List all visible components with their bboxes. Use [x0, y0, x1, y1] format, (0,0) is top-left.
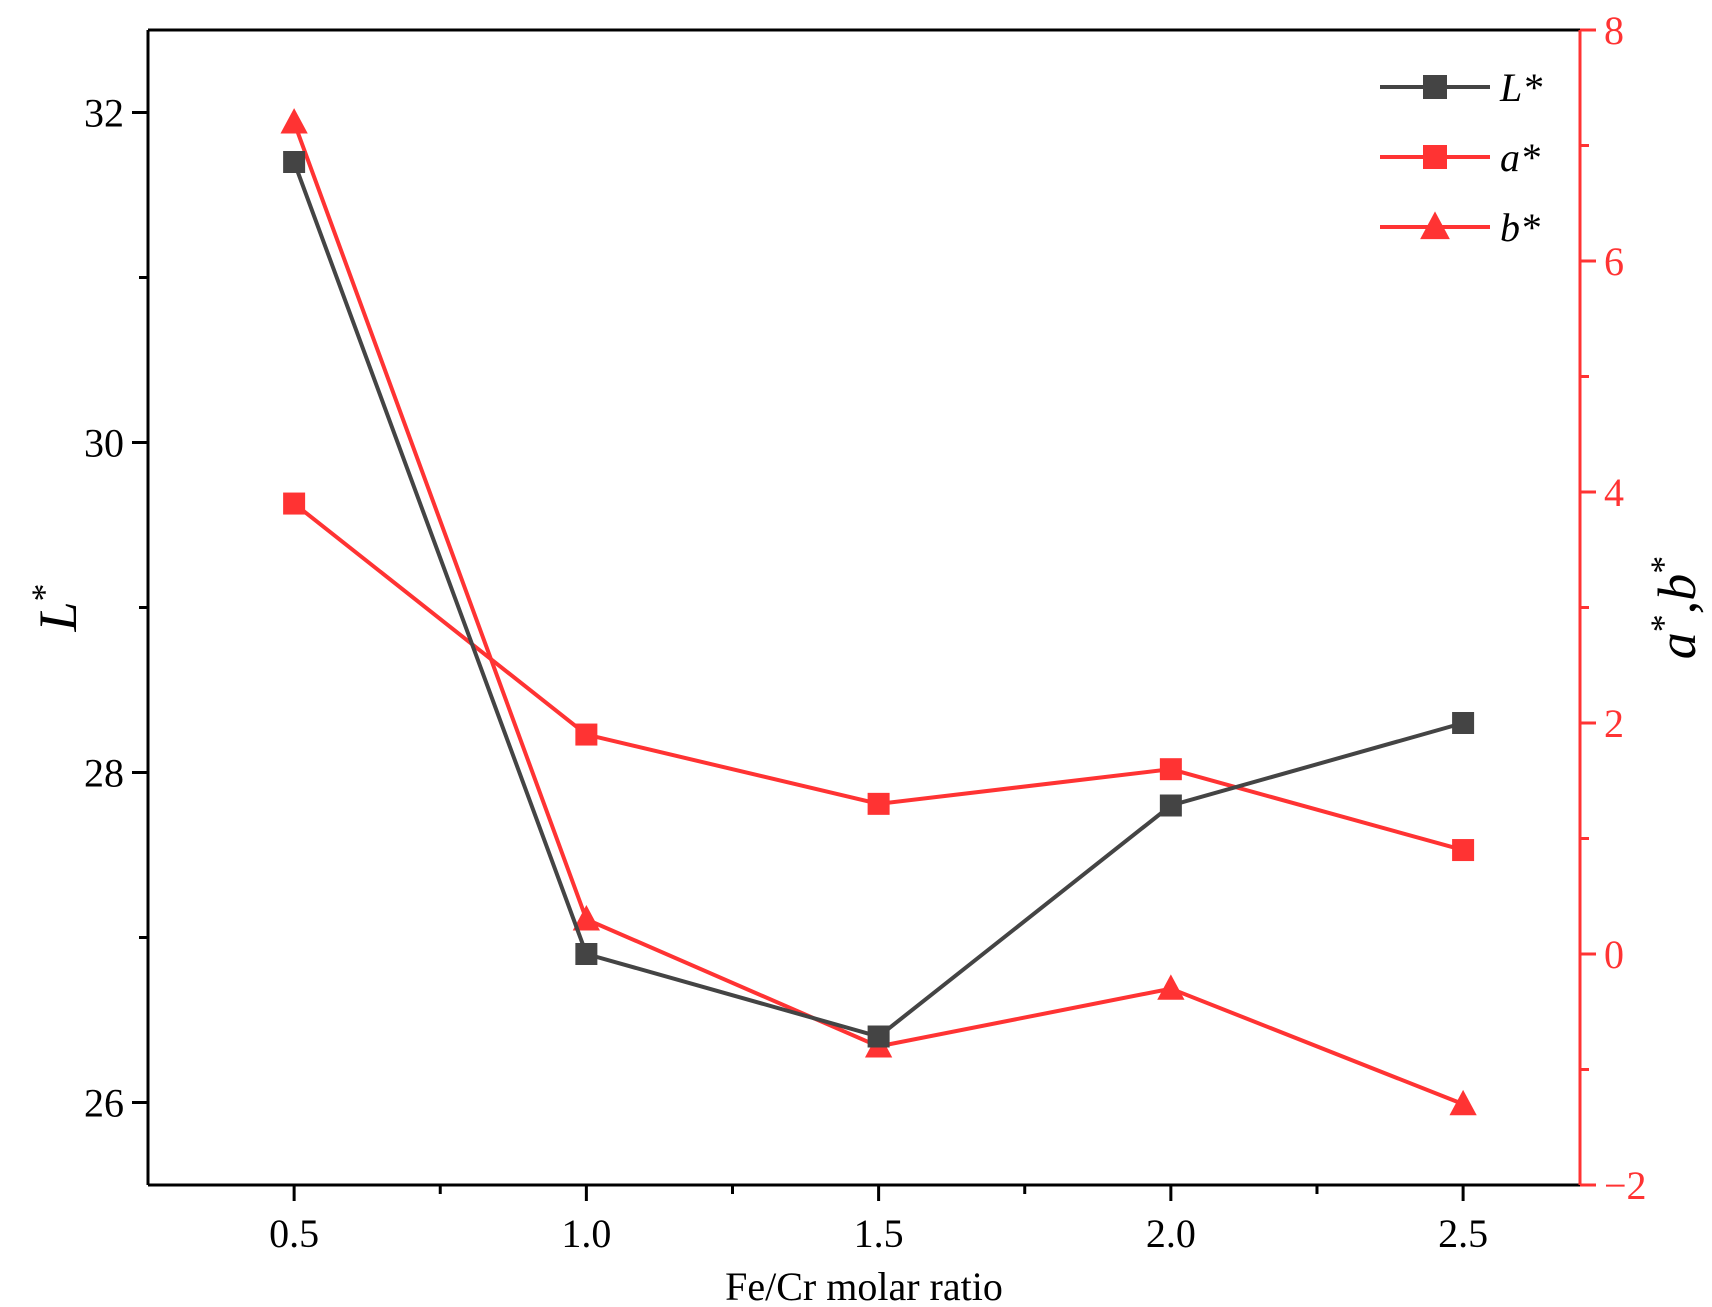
- data-point-astar: [1159, 758, 1182, 781]
- data-point-Lstar: [1159, 794, 1182, 817]
- data-point-Lstar: [575, 943, 598, 965]
- data-point-bstar: [280, 108, 308, 134]
- data-point-astar: [575, 723, 598, 746]
- x-tick-label: 1.5: [854, 1211, 904, 1256]
- right-y-tick-label: 2: [1604, 701, 1624, 746]
- right-axis-title-sup2: *: [1643, 556, 1683, 574]
- x-axis-title: Fe/Cr molar ratio: [725, 1264, 1003, 1307]
- right-y-tick-label: 6: [1604, 239, 1624, 284]
- left-y-tick-label: 30: [84, 421, 124, 466]
- data-point-bstar: [572, 905, 601, 931]
- legend-label: L*: [1499, 65, 1542, 110]
- left-y-tick-label: 28: [84, 751, 124, 796]
- legend-label: a*: [1500, 135, 1540, 180]
- right-axis-title: a*,b*: [1643, 556, 1707, 660]
- legend-marker: [1420, 211, 1450, 240]
- data-point-Lstar: [1452, 712, 1475, 734]
- left-y-tick-label: 32: [84, 91, 124, 136]
- right-y-tick-label: 4: [1604, 470, 1624, 515]
- data-point-bstar: [1449, 1089, 1477, 1116]
- x-tick-label: 2.0: [1146, 1211, 1196, 1256]
- left-axis-title-main: L: [28, 601, 88, 632]
- x-tick-label: 1.0: [561, 1211, 611, 1256]
- legend-label: b*: [1500, 205, 1540, 250]
- data-point-astar: [283, 492, 306, 515]
- right-y-tick-label: 0: [1604, 932, 1624, 977]
- right-y-tick-label: 8: [1604, 8, 1624, 53]
- right-axis-title-sup: *: [1643, 614, 1683, 632]
- right-axis-title-sep: ,: [1647, 601, 1707, 615]
- right-y-tick-label: −2: [1604, 1163, 1647, 1208]
- data-point-Lstar: [283, 151, 306, 173]
- data-point-astar: [1452, 839, 1475, 862]
- left-y-tick-label: 26: [84, 1081, 124, 1126]
- legend-marker: [1423, 145, 1447, 169]
- data-point-astar: [867, 792, 890, 815]
- data-point-bstar: [1157, 974, 1185, 1000]
- x-tick-label: 2.5: [1438, 1211, 1488, 1256]
- left-axis-title: L*: [24, 583, 88, 632]
- legend-marker: [1423, 75, 1447, 99]
- right-axis-title-a: a: [1647, 632, 1707, 659]
- x-tick-label: 0.5: [269, 1211, 319, 1256]
- series-line-bstar: [292, 121, 1464, 1107]
- right-axis-title-b: b: [1647, 574, 1707, 601]
- data-point-Lstar: [867, 1025, 890, 1048]
- left-axis-title-sup: *: [24, 583, 64, 601]
